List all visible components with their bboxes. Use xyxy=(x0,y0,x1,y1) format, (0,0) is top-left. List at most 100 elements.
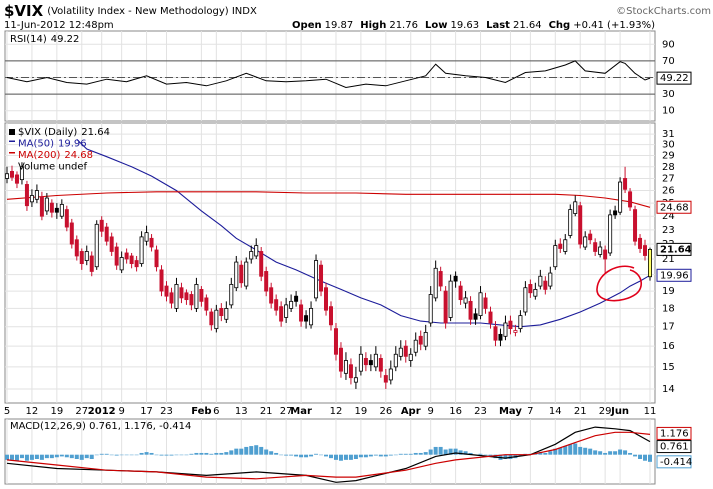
histogram-bar xyxy=(39,454,44,460)
candle-body xyxy=(219,308,224,317)
value-box xyxy=(656,268,692,282)
histogram-bar xyxy=(249,446,254,455)
histogram-bar xyxy=(244,446,249,455)
candle-body xyxy=(69,222,74,245)
histogram-bar xyxy=(413,452,418,455)
value-box-label: 19.96 xyxy=(660,270,689,281)
histogram-bar xyxy=(94,454,99,456)
histogram-bar xyxy=(84,454,89,459)
candle-body xyxy=(294,295,299,302)
histogram-bar xyxy=(428,449,433,455)
candle-body xyxy=(104,226,109,242)
candle-body xyxy=(473,313,478,320)
x-tick-label: 19 xyxy=(50,406,63,417)
y-tick-label: 30 xyxy=(662,140,675,151)
quote-label: Low xyxy=(425,20,447,31)
x-tick-label: 6 xyxy=(213,406,219,417)
histogram-bar xyxy=(109,454,114,456)
histogram-bar xyxy=(74,454,79,459)
y-tick-label: 15 xyxy=(662,362,675,373)
histogram-bar xyxy=(358,454,363,458)
candle-body xyxy=(5,173,10,179)
title-text: (Volatility Index - New Methodology) IND… xyxy=(47,6,257,17)
histogram-bar xyxy=(558,447,563,455)
value-box-label: 49.22 xyxy=(660,73,689,84)
y-tick-label: 21 xyxy=(662,254,675,265)
histogram-bar xyxy=(373,454,378,456)
line xyxy=(76,139,651,328)
histogram-bar xyxy=(348,454,353,460)
value-box xyxy=(656,200,692,214)
y-tick-label: 17 xyxy=(662,322,675,333)
histogram-bar xyxy=(343,454,348,460)
quote-label: Open xyxy=(292,20,322,31)
value-box xyxy=(656,426,692,440)
histogram-bar xyxy=(284,454,289,456)
histogram-bar xyxy=(214,452,219,455)
x-tick-label: Apr xyxy=(401,406,421,417)
histogram-bar xyxy=(573,443,578,455)
candle-body xyxy=(348,364,353,379)
candle-body xyxy=(503,322,508,337)
histogram-bar xyxy=(54,454,59,458)
histogram-bar xyxy=(264,449,269,455)
histogram-bar xyxy=(613,451,618,455)
x-tick-label: 11 xyxy=(644,406,657,417)
histogram-bar xyxy=(224,452,229,455)
candle-body xyxy=(189,294,194,306)
indicator-value: 49.22 xyxy=(51,34,80,45)
y-tick-label: 10 xyxy=(662,106,675,117)
histogram-bar xyxy=(19,454,24,459)
histogram-bar xyxy=(184,454,189,456)
quote: Open 19.87 High 21.76 Low 19.63 Last 21.64 Chg +0… xyxy=(292,20,655,31)
histogram-bar xyxy=(433,446,438,455)
candle-body xyxy=(573,201,578,214)
histogram-bar xyxy=(49,454,54,459)
histogram-bar xyxy=(648,454,652,462)
candle-body xyxy=(483,297,488,309)
histogram-bar xyxy=(234,448,239,455)
x-tick-label: 17 xyxy=(140,406,153,417)
candle-body xyxy=(433,267,438,299)
x-tick-label: 21 xyxy=(260,406,273,417)
candle-body xyxy=(19,166,24,181)
histogram-bar xyxy=(89,454,94,459)
histogram-bar xyxy=(568,444,573,455)
candle-body xyxy=(358,353,363,372)
histogram-bar xyxy=(338,454,343,461)
candle-body xyxy=(44,197,49,212)
histogram-bar xyxy=(5,454,9,460)
title: $VIX (Volatility Index - New Methodology)… xyxy=(4,2,257,20)
candle-body xyxy=(338,347,343,372)
line xyxy=(6,191,651,208)
candle-body xyxy=(393,353,398,368)
candle-body xyxy=(109,236,114,252)
candle-body xyxy=(229,284,234,306)
histogram-bar xyxy=(129,454,134,456)
value-box xyxy=(656,71,692,85)
histogram-bar xyxy=(294,454,299,457)
x-tick-label: 23 xyxy=(474,406,487,417)
candle-body xyxy=(628,191,633,208)
histogram-bar xyxy=(79,454,84,460)
candle-body xyxy=(29,195,34,203)
candle-body xyxy=(269,287,274,304)
histogram-bar xyxy=(623,450,628,455)
rsi-panel xyxy=(4,30,656,122)
y-tick-label: 18 xyxy=(662,303,675,314)
histogram-bar xyxy=(463,451,468,455)
x-tick-label: 27 xyxy=(75,406,88,417)
candle-body xyxy=(94,223,99,268)
candle-body xyxy=(638,237,643,249)
legend-value: 24.68 xyxy=(64,150,93,161)
x-tick-label: 2012 xyxy=(88,406,116,417)
histogram-bar xyxy=(633,454,638,457)
candle-body xyxy=(478,292,483,317)
x-tick-label: 29 xyxy=(599,406,612,417)
annotation-circle xyxy=(596,265,643,302)
histogram-bar xyxy=(64,454,69,458)
candle-body xyxy=(194,284,199,309)
candle-body xyxy=(568,209,573,236)
histogram-bar xyxy=(453,448,458,455)
candle-body xyxy=(24,184,29,207)
